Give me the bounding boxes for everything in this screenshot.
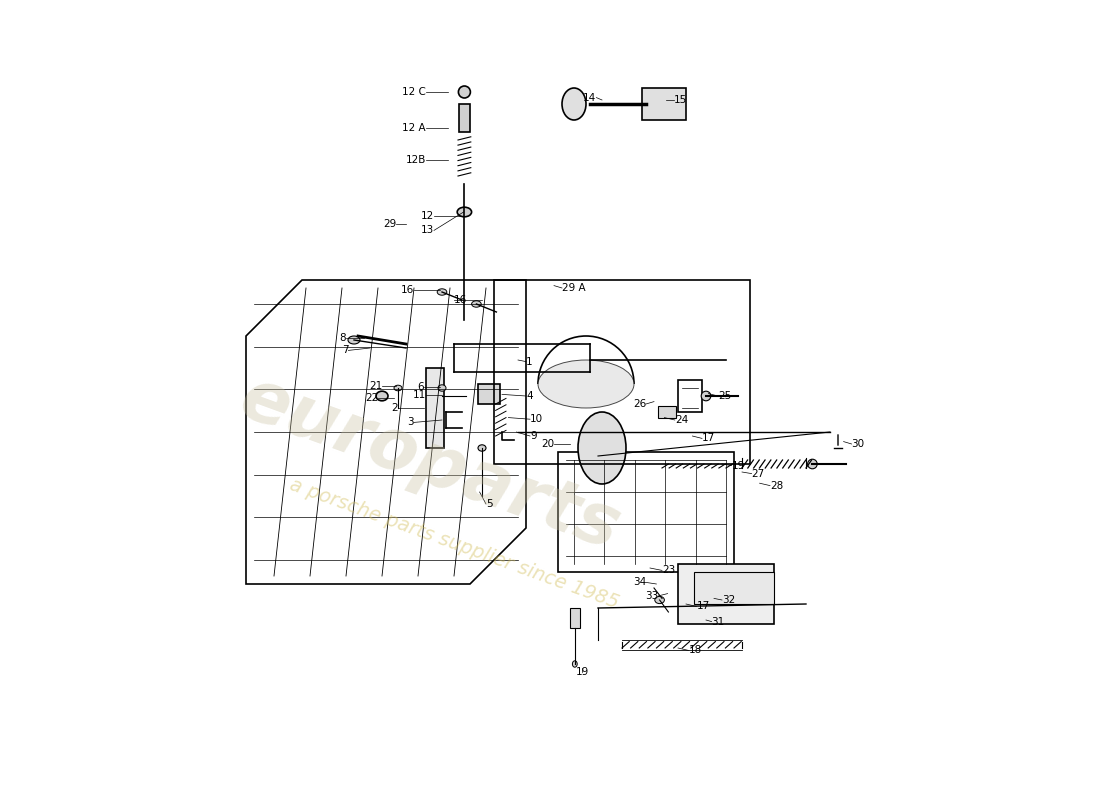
Text: 32: 32 bbox=[722, 595, 735, 605]
Ellipse shape bbox=[348, 336, 360, 344]
Text: 26: 26 bbox=[632, 399, 646, 409]
Text: 33: 33 bbox=[645, 591, 658, 601]
Text: 12 A: 12 A bbox=[403, 123, 426, 133]
Text: 12B: 12B bbox=[406, 155, 426, 165]
Text: 14: 14 bbox=[583, 93, 596, 102]
Text: europarts: europarts bbox=[231, 363, 629, 565]
Bar bbox=[570, 608, 580, 628]
Text: 22: 22 bbox=[365, 393, 378, 402]
Ellipse shape bbox=[701, 391, 711, 401]
Text: 21: 21 bbox=[368, 382, 382, 391]
Text: 13: 13 bbox=[420, 226, 434, 235]
Ellipse shape bbox=[538, 360, 634, 408]
Text: 25: 25 bbox=[718, 391, 732, 401]
Text: 24: 24 bbox=[674, 415, 689, 425]
Ellipse shape bbox=[459, 86, 471, 98]
Bar bbox=[658, 406, 675, 418]
Bar bbox=[678, 564, 774, 624]
Text: 28: 28 bbox=[770, 481, 783, 490]
Text: 29 A: 29 A bbox=[562, 283, 585, 293]
Text: 7: 7 bbox=[342, 346, 349, 355]
Bar bbox=[558, 452, 734, 572]
Text: 9: 9 bbox=[530, 431, 537, 441]
Text: 12: 12 bbox=[420, 211, 434, 221]
Text: 23: 23 bbox=[662, 566, 675, 575]
Text: 6: 6 bbox=[417, 382, 424, 392]
Bar bbox=[459, 104, 470, 132]
Ellipse shape bbox=[562, 88, 586, 120]
Text: 31: 31 bbox=[712, 617, 725, 626]
Text: 1: 1 bbox=[526, 357, 532, 366]
Text: 30: 30 bbox=[851, 439, 865, 449]
Text: 27: 27 bbox=[751, 469, 764, 478]
Text: 8: 8 bbox=[340, 333, 346, 342]
Text: 18: 18 bbox=[689, 646, 702, 655]
Text: 5: 5 bbox=[486, 499, 493, 509]
Text: 17: 17 bbox=[696, 602, 710, 611]
Ellipse shape bbox=[807, 459, 817, 469]
Text: 20: 20 bbox=[541, 439, 554, 449]
Ellipse shape bbox=[394, 385, 402, 391]
Bar bbox=[426, 368, 443, 448]
Text: 15: 15 bbox=[674, 95, 688, 105]
Text: 3: 3 bbox=[407, 418, 414, 427]
Ellipse shape bbox=[654, 596, 664, 603]
Ellipse shape bbox=[472, 301, 481, 307]
Text: 34: 34 bbox=[632, 578, 646, 587]
Ellipse shape bbox=[438, 385, 446, 391]
Ellipse shape bbox=[572, 661, 578, 667]
Text: 11: 11 bbox=[412, 390, 426, 400]
Ellipse shape bbox=[437, 289, 447, 295]
Bar bbox=[478, 384, 500, 404]
Text: 10: 10 bbox=[530, 414, 543, 424]
Text: 4: 4 bbox=[526, 391, 532, 401]
Ellipse shape bbox=[458, 207, 472, 217]
Bar bbox=[694, 572, 774, 604]
Ellipse shape bbox=[376, 391, 388, 401]
Text: 19: 19 bbox=[575, 667, 589, 677]
Ellipse shape bbox=[578, 412, 626, 484]
Text: 19: 19 bbox=[732, 461, 745, 470]
Text: 2: 2 bbox=[392, 403, 398, 413]
Bar bbox=[642, 88, 686, 120]
Text: 17: 17 bbox=[702, 434, 715, 443]
Text: 16: 16 bbox=[400, 286, 414, 295]
Text: 29: 29 bbox=[383, 219, 396, 229]
Text: a porsche parts supplier since 1985: a porsche parts supplier since 1985 bbox=[287, 475, 622, 613]
Ellipse shape bbox=[478, 445, 486, 451]
Text: 12 C: 12 C bbox=[403, 87, 426, 97]
Text: 16: 16 bbox=[454, 295, 467, 305]
